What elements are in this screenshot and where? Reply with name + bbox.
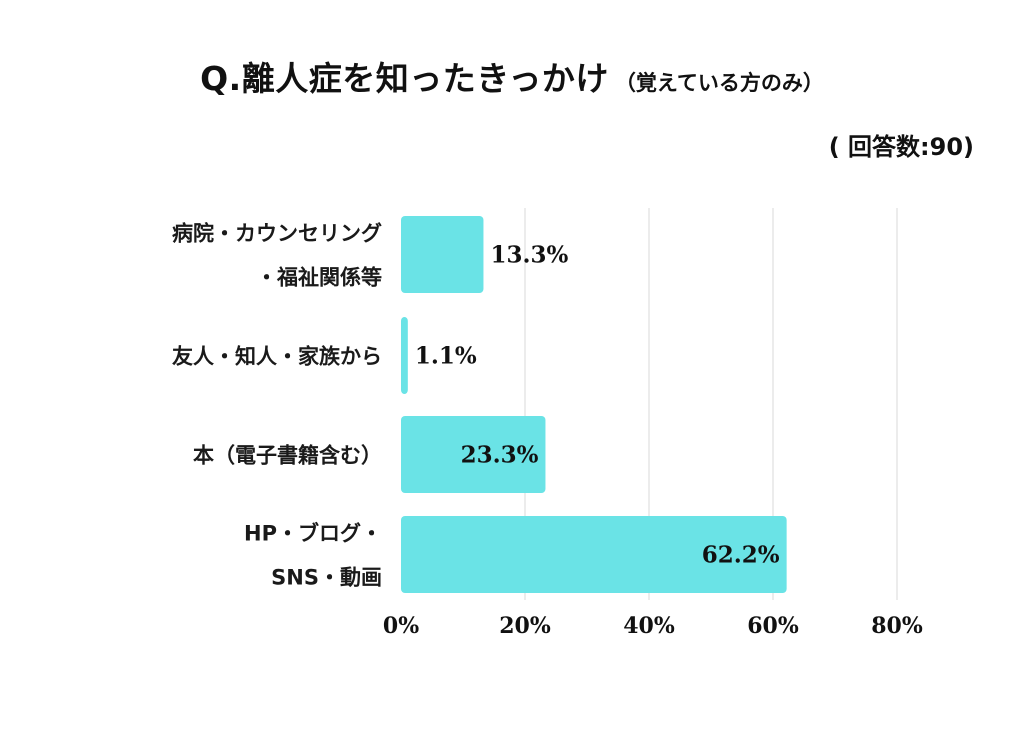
x-tick-label: 80%	[871, 613, 923, 639]
x-tick-label: 0%	[383, 613, 419, 639]
chart-subtitle: （覚えている方のみ）	[614, 71, 824, 95]
bar	[401, 516, 787, 593]
category-label: HP・ブログ・	[244, 522, 382, 546]
bar-value-label: 62.2%	[702, 542, 780, 569]
category-label: 友人・知人・家族から	[172, 345, 382, 369]
x-tick-label: 60%	[747, 613, 799, 639]
bar	[401, 317, 408, 394]
bar-value-label: 13.3%	[490, 242, 568, 269]
bar-value-label: 23.3%	[461, 442, 539, 469]
category-label: 本（電子書籍含む）	[193, 444, 382, 468]
category-label: ・福祉関係等	[256, 266, 382, 290]
chart-title: Q.離人症を知ったきっかけ	[200, 59, 609, 98]
bar	[401, 416, 546, 493]
x-tick-label: 20%	[499, 613, 551, 639]
category-label: 病院・カウンセリング	[172, 222, 382, 246]
x-tick-label: 40%	[623, 613, 675, 639]
category-label: SNS・動画	[271, 566, 382, 590]
bar	[401, 216, 484, 293]
respondent-count: ( 回答数:90)	[828, 133, 974, 161]
bar-value-label: 1.1%	[415, 343, 477, 370]
chart-title-row: Q.離人症を知ったきっかけ （覚えている方のみ）	[0, 52, 1024, 100]
